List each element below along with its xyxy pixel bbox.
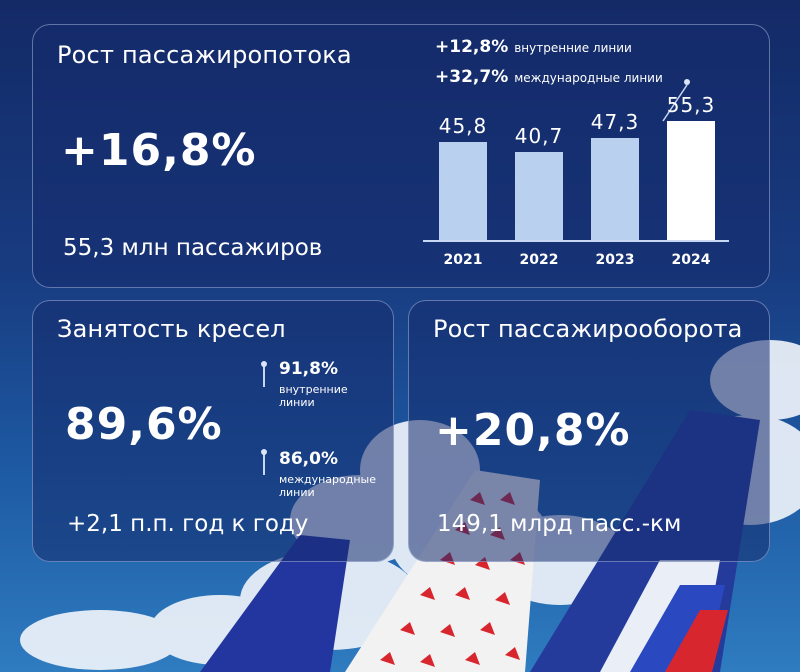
x-tick-label: 2022 [519,252,559,268]
growth-value: +16,8% [61,125,257,176]
domestic-load-label: внутренние линии [279,383,348,409]
x-tick-label: 2023 [595,252,635,268]
seat-load-card: Занятость кресел 89,6% +2,1 п.п. год к г… [32,300,394,562]
bar-2021 [439,141,487,240]
international-load-value: 86,0% [279,449,338,469]
x-axis-line [423,240,729,242]
card-title: Рост пассажирооборота [433,315,743,343]
rpk-growth-value: +20,8% [435,405,631,456]
international-growth: +32,7% международные линии [435,67,663,87]
bar-value-label: 55,3 [666,93,716,118]
international-load-label: международные линии [279,473,376,499]
bar-2023 [591,138,639,240]
card-title: Рост пассажиропотока [57,41,352,69]
bar-2022 [515,152,563,240]
tail-left [200,535,350,672]
domestic-growth: +12,8% внутренние линии [435,37,632,57]
load-factor-value: 89,6% [65,399,223,450]
bar-value-label: 45,8 [438,113,488,138]
x-tick-label: 2024 [671,252,711,268]
rpk-total: 149,1 млрд пасс.-км [437,511,682,537]
bar-value-label: 47,3 [590,110,640,135]
domestic-pin [261,361,267,387]
leader-line [662,79,690,122]
bar-2024 [667,121,715,240]
domestic-load-value: 91,8% [279,359,338,379]
load-factor-change: +2,1 п.п. год к году [67,511,309,537]
passenger-traffic-card: Рост пассажиропотока +16,8% 55,3 млн пас… [32,24,770,288]
x-tick-label: 2021 [443,252,483,268]
passenger-bar-chart: 45,8 2021 40,7 2022 47,3 2023 55,3 2024 [423,85,743,285]
total-passengers: 55,3 млн пассажиров [63,235,323,261]
card-title: Занятость кресел [57,315,286,343]
international-pin [261,449,267,475]
bar-value-label: 40,7 [514,124,564,149]
rpk-card: Рост пассажирооборота +20,8% 149,1 млрд … [408,300,770,562]
